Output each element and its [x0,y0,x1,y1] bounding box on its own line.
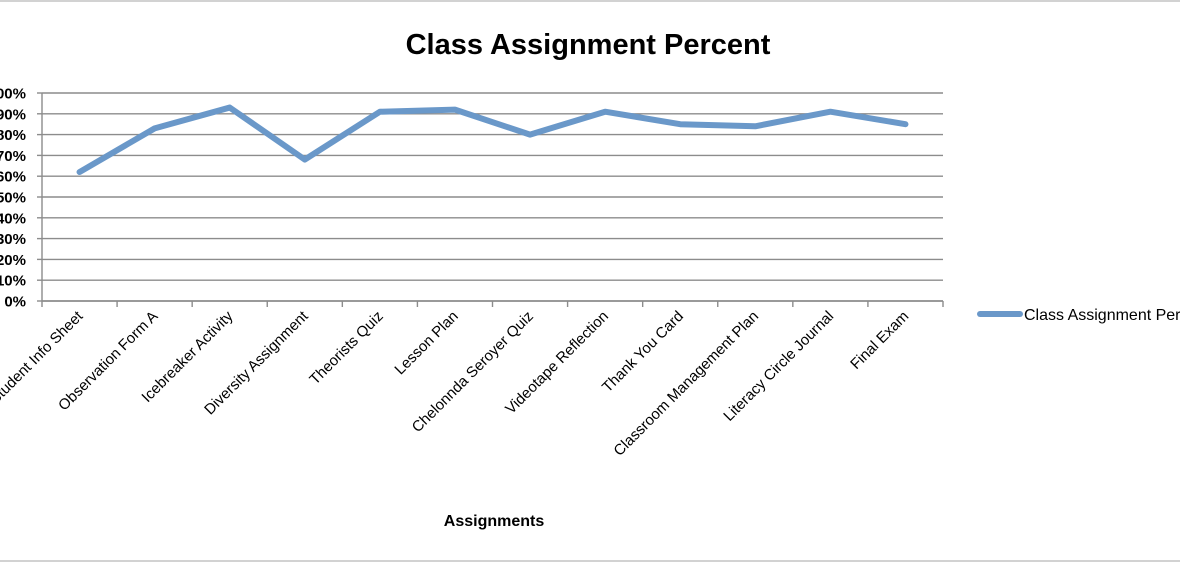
legend: Class Assignment Percent [980,307,1180,324]
x-tick-label: Chelonnda Seroyer Quiz [409,308,537,436]
y-tick-label: 40% [0,210,26,227]
y-tick-label: 10% [0,273,26,290]
y-tick-label: 70% [0,148,26,165]
x-axis-label: Assignments [444,513,545,530]
y-tick-label: 80% [0,127,26,144]
y-axis-tick-labels: 0% 10% 20% 30% 40% 50% 60% 70% 80% 90% 100% [0,86,26,311]
series-lines [80,108,906,173]
chart-title: Class Assignment Percent [406,29,771,61]
y-tick-label: 0% [4,294,26,311]
series-line-0 [80,108,906,172]
y-tick-label: 90% [0,106,26,123]
legend-label: Class Assignment Percent [1024,307,1180,324]
y-tick-label: 100% [0,86,26,103]
y-tick-label: 20% [0,252,26,269]
x-tick-label: Final Exam [847,308,912,373]
x-tick-label: Thank You Card [599,308,687,396]
y-tick-label: 60% [0,169,26,186]
y-tick-label: 30% [0,231,26,248]
x-tick-label: Classroom Management Plan [610,308,762,460]
x-tick-label: Lesson Plan [391,308,461,378]
x-tick-label: Theorists Quiz [306,308,386,388]
y-tick-label: 50% [0,190,26,207]
